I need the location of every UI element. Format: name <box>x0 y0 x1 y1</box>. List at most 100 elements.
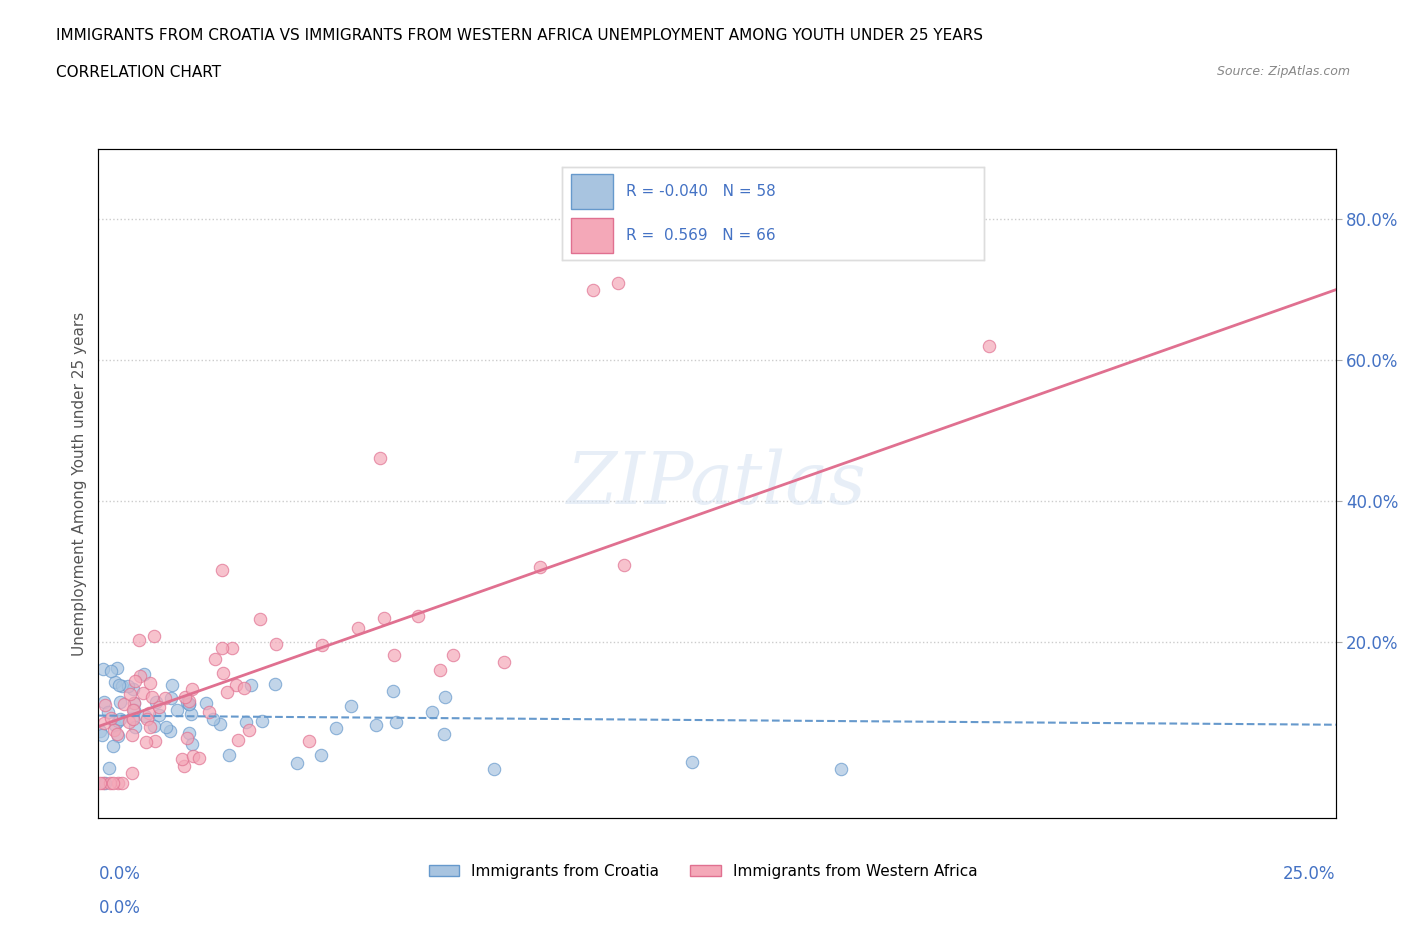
Point <box>131 685 153 700</box>
Point <box>112 697 135 711</box>
Point <box>434 689 457 704</box>
Point <box>93 715 115 730</box>
Point <box>298 734 321 749</box>
Point <box>187 751 209 766</box>
Point <box>91 661 114 676</box>
Point <box>121 711 143 726</box>
Text: 0.0%: 0.0% <box>98 898 141 917</box>
Point <box>121 703 143 718</box>
Point <box>143 719 166 734</box>
Point <box>111 776 134 790</box>
Point <box>681 754 703 769</box>
Point <box>311 747 333 762</box>
Point <box>138 705 160 720</box>
Point <box>176 695 198 710</box>
Point <box>173 758 195 773</box>
Point <box>429 662 451 677</box>
Point <box>105 726 128 741</box>
Point <box>235 715 257 730</box>
Point <box>148 707 170 722</box>
Point <box>381 684 404 698</box>
Point <box>209 716 232 731</box>
Point <box>408 609 430 624</box>
Point <box>239 677 262 692</box>
Point <box>121 682 143 697</box>
Point <box>382 647 405 662</box>
Point <box>128 632 150 647</box>
Point <box>441 648 464 663</box>
Point <box>110 695 132 710</box>
Point <box>124 720 146 735</box>
Text: R =  0.569   N = 66: R = 0.569 N = 66 <box>626 228 775 243</box>
Text: R = -0.040   N = 58: R = -0.040 N = 58 <box>626 184 776 199</box>
Point <box>100 711 122 725</box>
Point <box>121 765 143 780</box>
Point <box>138 675 160 690</box>
Point <box>347 620 370 635</box>
Point <box>124 696 146 711</box>
Point <box>180 682 202 697</box>
Point <box>129 669 152 684</box>
Point <box>494 655 516 670</box>
Point <box>484 762 506 777</box>
Point <box>181 737 204 751</box>
FancyBboxPatch shape <box>571 174 613 209</box>
Point <box>177 725 200 740</box>
Point <box>264 677 287 692</box>
Point <box>105 660 128 675</box>
Point <box>160 691 183 706</box>
Point <box>155 691 177 706</box>
Point <box>139 719 162 734</box>
Point <box>198 705 221 720</box>
Point <box>225 678 247 693</box>
Point <box>183 749 205 764</box>
Point <box>93 695 115 710</box>
Point <box>121 728 143 743</box>
Point <box>201 711 224 726</box>
Legend: Immigrants from Croatia, Immigrants from Western Africa: Immigrants from Croatia, Immigrants from… <box>423 858 983 885</box>
Point <box>143 629 166 644</box>
Point <box>108 711 131 726</box>
Point <box>204 652 226 667</box>
Point <box>124 696 146 711</box>
Point <box>228 733 250 748</box>
Point <box>582 283 605 298</box>
FancyBboxPatch shape <box>571 218 613 253</box>
Point <box>211 563 233 578</box>
Point <box>135 711 157 726</box>
Point <box>287 755 309 770</box>
Point <box>90 727 112 742</box>
Point <box>120 687 142 702</box>
Point <box>311 637 333 652</box>
Point <box>100 663 122 678</box>
Point <box>170 751 193 766</box>
Point <box>177 697 200 711</box>
Point <box>94 698 117 712</box>
Point <box>250 714 273 729</box>
Point <box>124 674 146 689</box>
Point <box>132 667 155 682</box>
Point <box>148 700 170 715</box>
Text: Source: ZipAtlas.com: Source: ZipAtlas.com <box>1216 65 1350 78</box>
Point <box>94 776 117 790</box>
Point <box>104 718 127 733</box>
Point <box>117 679 139 694</box>
Text: 25.0%: 25.0% <box>1284 865 1336 883</box>
Point <box>121 711 143 725</box>
Point <box>91 776 114 790</box>
Point <box>103 738 125 753</box>
Point <box>194 696 217 711</box>
Point <box>145 695 167 710</box>
Point <box>529 560 551 575</box>
Point <box>173 689 195 704</box>
Point <box>179 696 201 711</box>
Point <box>107 728 129 743</box>
Text: ZIPatlas: ZIPatlas <box>567 448 868 519</box>
Point <box>607 275 630 290</box>
Point <box>134 709 156 724</box>
Point <box>433 726 456 741</box>
Point <box>373 611 395 626</box>
Point <box>232 680 254 695</box>
Point <box>160 678 183 693</box>
Point <box>221 641 243 656</box>
